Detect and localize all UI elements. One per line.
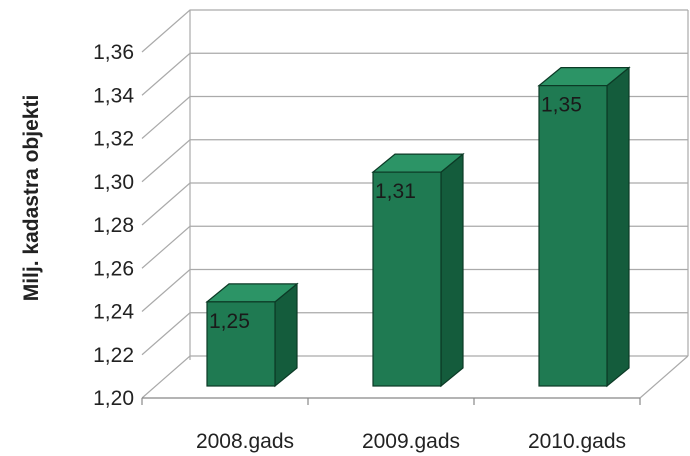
bar-front xyxy=(538,85,608,387)
gridlines xyxy=(141,9,689,399)
gridline xyxy=(141,52,688,96)
data-label: 1,31 xyxy=(375,180,416,203)
y-tick-label: 1,22 xyxy=(93,344,134,367)
y-tick-label: 1,36 xyxy=(93,41,134,64)
y-tick-label: 1,32 xyxy=(93,128,134,151)
y-tick-label: 1,34 xyxy=(93,84,134,107)
data-label: 1,35 xyxy=(541,94,582,117)
y-tick-label: 1,26 xyxy=(93,257,134,280)
gridline xyxy=(141,182,688,226)
y-tick-label: 1,24 xyxy=(93,301,134,324)
bar-front xyxy=(206,301,276,387)
gridline xyxy=(141,95,688,139)
y-tick-label: 1,30 xyxy=(93,171,134,194)
y-axis-tick-labels: 1,20 1,22 1,24 1,26 1,28 1,30 1,32 1,34 1,36 xyxy=(93,41,134,410)
x-axis-category-labels: 2008.gads 2009.gads 2010.gads xyxy=(196,430,626,453)
bar xyxy=(537,66,631,388)
x-axis-ticks xyxy=(141,398,641,405)
data-label: 1,25 xyxy=(209,310,250,333)
x-category-label: 2010.gads xyxy=(528,430,626,453)
y-tick-label: 1,28 xyxy=(93,214,134,237)
bar xyxy=(371,152,465,388)
bar-side xyxy=(606,66,630,388)
floor-right-edge xyxy=(639,355,689,399)
bars xyxy=(205,66,631,388)
x-category-label: 2009.gads xyxy=(362,430,460,453)
gridline xyxy=(141,139,688,183)
bar xyxy=(205,282,299,388)
gridline xyxy=(141,355,688,399)
data-labels: 1,25 1,31 1,35 xyxy=(209,94,582,333)
y-tick-label: 1,20 xyxy=(93,387,134,410)
gridline xyxy=(141,225,688,269)
bar-front xyxy=(372,171,442,387)
x-category-label: 2008.gads xyxy=(196,430,294,453)
gridline xyxy=(141,312,688,356)
bar-side xyxy=(440,152,464,388)
y-axis-title: Milj. kadastra objekti xyxy=(20,95,43,302)
gridline xyxy=(141,268,688,312)
gridline xyxy=(141,9,688,53)
